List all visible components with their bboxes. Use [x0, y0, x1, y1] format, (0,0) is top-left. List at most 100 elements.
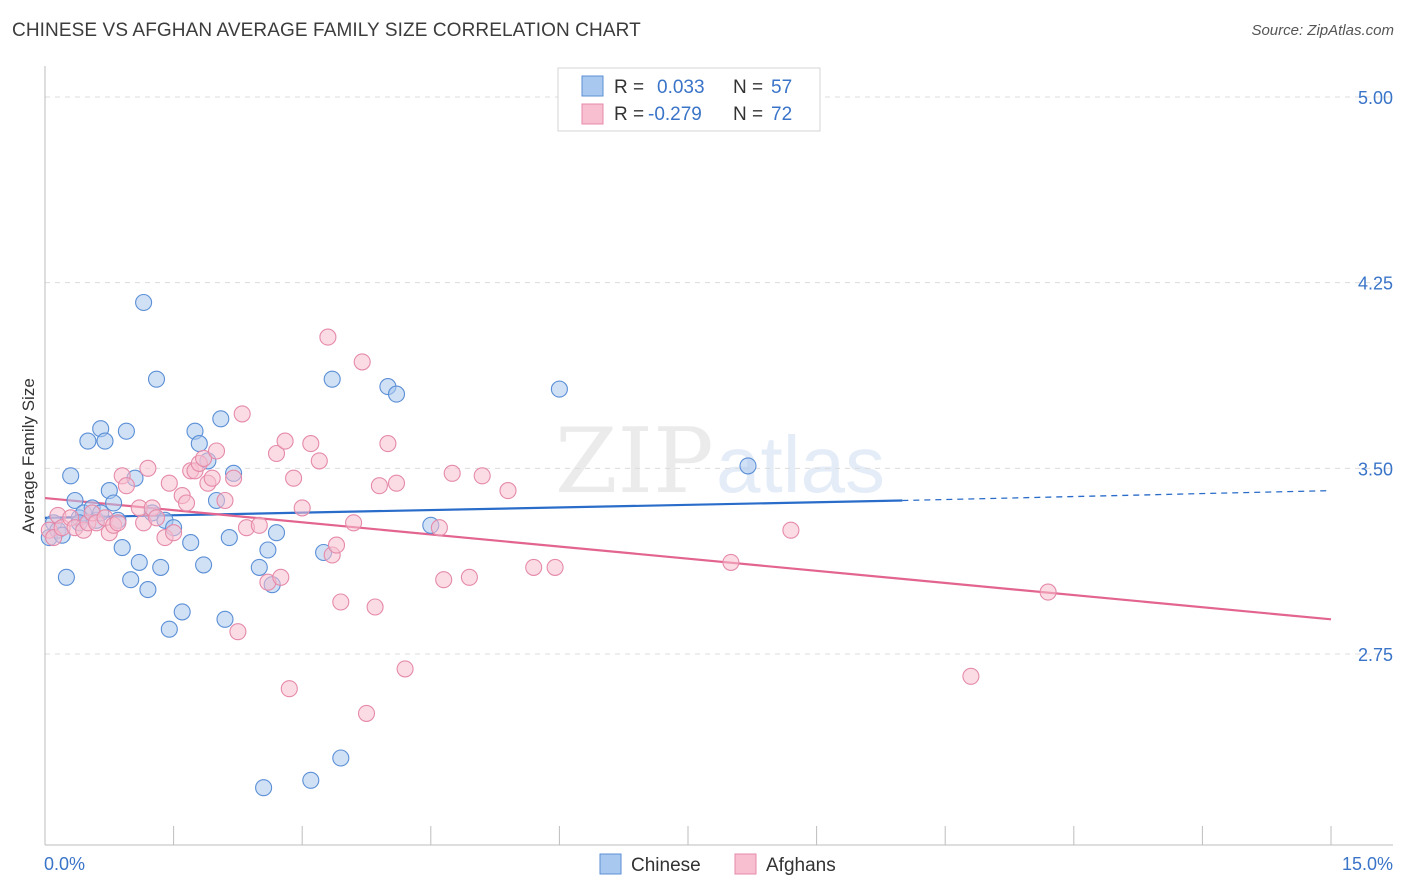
afghan-point	[546, 558, 564, 576]
source-note: Source: ZipAtlas.com	[1251, 22, 1394, 39]
bottom-legend-swatch-afghans	[734, 853, 757, 875]
afghan-point	[285, 469, 303, 487]
afghan-point	[229, 623, 247, 641]
chinese-point	[387, 385, 406, 403]
chinese-point	[79, 432, 97, 450]
legend-n-label-afghans: N =	[733, 104, 763, 125]
chinese-point	[212, 410, 230, 428]
x-tick-label-max: 15.0%	[1342, 854, 1393, 874]
afghan-point	[319, 328, 337, 346]
bottom-legend-label-afghans: Afghans	[766, 855, 836, 876]
afghan-point	[332, 593, 350, 611]
legend-r-label-afghans: R =	[614, 104, 644, 125]
afghan-point	[962, 667, 980, 685]
chinese-point	[255, 779, 273, 797]
afghan-point	[357, 704, 376, 722]
y-axis-label: Average Family Size	[19, 378, 38, 534]
afghan-point	[195, 449, 213, 467]
afghan-point	[160, 474, 178, 492]
axes: 2.75 3.50 4.25 5.00 0.0% 15.0%	[44, 66, 1393, 874]
afghan-point	[276, 432, 294, 450]
afghan-point	[327, 536, 346, 554]
y-tick-label: 3.50	[1358, 459, 1393, 479]
afghan-point	[293, 499, 311, 517]
chinese-point	[302, 771, 320, 789]
afghan-point	[370, 477, 388, 495]
chinese-point	[323, 370, 341, 388]
legend-swatch-afghans	[581, 103, 604, 125]
afghan-point	[396, 660, 414, 678]
chinese-trend-extension	[902, 489, 1332, 502]
chinese-point	[267, 524, 286, 542]
afghan-point	[117, 477, 135, 495]
legend-n-label-chinese: N =	[733, 77, 763, 98]
bottom-legend: Chinese Afghans	[599, 853, 836, 876]
chinese-point	[113, 539, 131, 557]
afghan-trend-line	[44, 496, 1332, 621]
gridlines	[45, 96, 1393, 655]
chinese-point	[57, 568, 75, 586]
y-tick-label: 4.25	[1358, 274, 1393, 294]
legend-r-value-chinese: 0.033	[657, 77, 705, 98]
chinese-point	[220, 529, 238, 547]
afghan-point	[267, 444, 286, 463]
afghan-point	[525, 558, 543, 576]
chinese-point	[130, 553, 148, 571]
afghan-point	[722, 553, 740, 571]
afghan-point	[460, 568, 478, 586]
chinese-point	[550, 380, 568, 398]
chinese-point	[216, 610, 234, 628]
afghan-point	[366, 598, 384, 616]
afghan-point	[233, 405, 251, 423]
afghan-point	[302, 435, 320, 453]
x-tick-label-min: 0.0%	[44, 854, 85, 874]
chinese-point	[105, 494, 123, 512]
afghan-point	[216, 491, 234, 510]
chinese-point	[173, 603, 191, 621]
legend-swatch-chinese	[581, 75, 604, 97]
chinese-trend-line	[44, 499, 903, 519]
legend-r-label-chinese: R =	[614, 77, 644, 98]
afghan-point	[379, 435, 397, 453]
afghan-point	[147, 509, 166, 527]
afghan-point	[139, 459, 157, 477]
afghan-point	[345, 514, 363, 532]
watermark-zip: ZIP	[555, 409, 714, 514]
afghan-point	[225, 469, 243, 487]
chinese-point	[139, 581, 157, 599]
chinese-point	[66, 491, 84, 510]
watermark: ZIP atlas	[555, 409, 885, 514]
chinese-point	[117, 422, 135, 440]
chart-title: CHINESE VS AFGHAN AVERAGE FAMILY SIZE CO…	[12, 20, 641, 41]
y-tick-label: 2.75	[1358, 645, 1393, 665]
afghan-point	[1039, 583, 1057, 601]
chinese-point	[250, 558, 268, 576]
afghan-point	[203, 469, 221, 487]
chinese-point	[190, 435, 208, 453]
legend-r-value-afghans: -0.279	[648, 104, 702, 125]
afghan-point	[280, 680, 298, 698]
data-points	[40, 293, 1057, 797]
afghan-point	[435, 571, 453, 589]
afghan-point	[387, 474, 406, 492]
afghan-point	[272, 568, 290, 586]
chinese-point	[122, 571, 140, 589]
legend-n-value-chinese: 57	[771, 77, 792, 98]
afghan-point	[443, 464, 461, 482]
chinese-point	[147, 370, 166, 388]
chinese-point	[62, 467, 80, 485]
chinese-point	[259, 541, 277, 559]
afghan-point	[250, 516, 268, 534]
afghan-point	[177, 494, 196, 512]
chinese-point	[739, 457, 757, 475]
afghan-point	[207, 442, 226, 460]
bottom-legend-label-chinese: Chinese	[631, 855, 701, 876]
chinese-point	[152, 558, 170, 576]
afghan-point	[473, 467, 491, 485]
chinese-point	[182, 534, 200, 552]
y-tick-label: 5.00	[1358, 88, 1393, 108]
afghan-point	[310, 452, 328, 470]
chinese-point	[135, 293, 153, 312]
bottom-legend-swatch-chinese	[599, 853, 622, 875]
